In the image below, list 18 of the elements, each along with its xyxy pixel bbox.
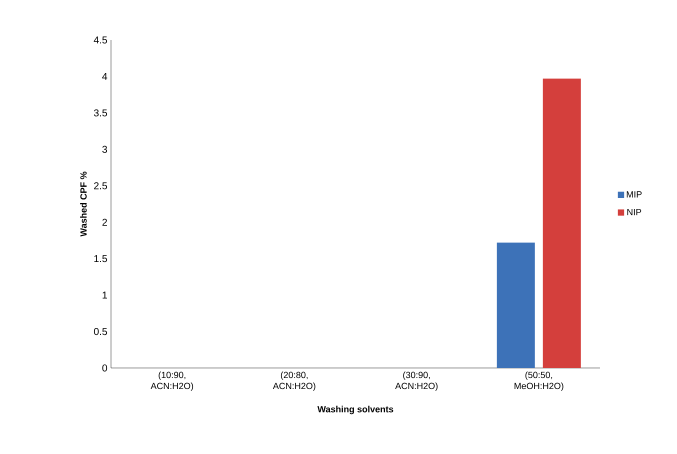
x-tick-label: (10:90, ACN:H2O) — [150, 372, 194, 391]
x-tick-label: (20:80, ACN:H2O) — [272, 372, 316, 391]
y-tick-label: 4 — [102, 72, 108, 80]
x-axis-title: Washing solvents — [317, 406, 394, 414]
y-tick-label: 1.5 — [94, 255, 108, 262]
y-tick-label: 4.5 — [94, 36, 108, 44]
x-tick-label: (30:90, ACN:H2O) — [395, 372, 438, 391]
legend-label: NIP — [627, 208, 642, 216]
x-tick-label: (50:50, MeOH:H2O) — [514, 372, 564, 391]
y-tick-label: 0 — [102, 364, 108, 372]
y-axis-title: Washed CPF % — [80, 172, 87, 237]
y-tick-label: 0.5 — [94, 328, 108, 336]
y-tick-label: 2 — [102, 218, 107, 226]
y-tick-label: 3.5 — [94, 109, 108, 116]
legend-label: MIP — [626, 191, 642, 198]
y-tick-label: 2.5 — [94, 182, 108, 190]
y-tick-label: 3 — [102, 146, 108, 153]
y-tick-label: 1 — [102, 292, 107, 299]
